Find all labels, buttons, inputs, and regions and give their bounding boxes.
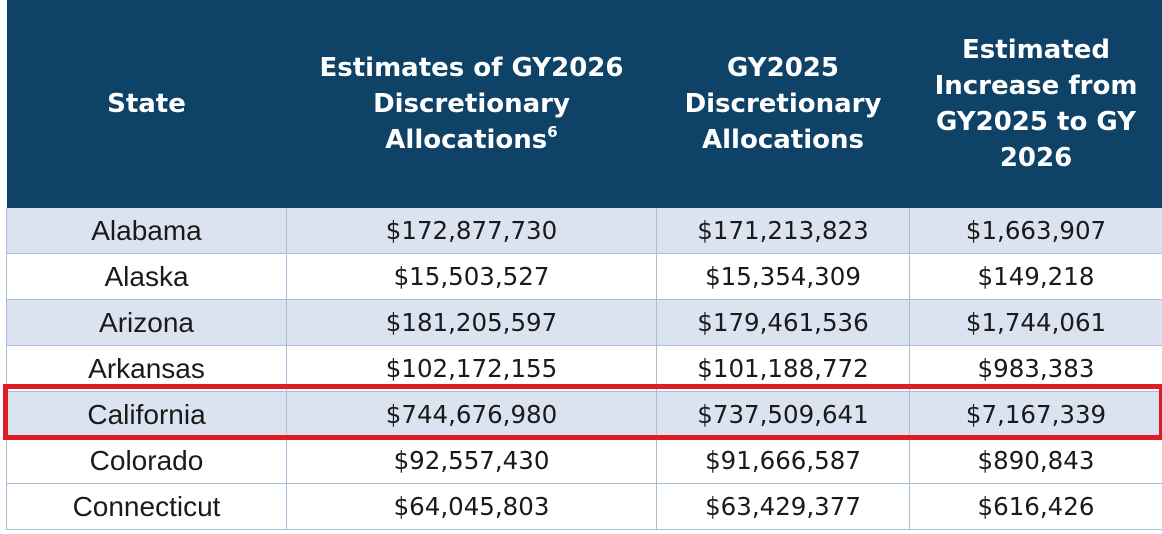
gy2026-cell: $172,877,730 [286,208,657,254]
increase-cell: $1,744,061 [909,299,1162,346]
gy2026-cell: $64,045,803 [286,483,657,530]
table-row: Arizona $181,205,597 $179,461,536 $1,744… [6,299,1162,346]
increase-cell: $983,383 [909,345,1162,392]
gy2025-cell: $101,188,772 [656,345,910,392]
gy2025-cell: $171,213,823 [656,208,910,254]
table-row: Alabama $172,877,730 $171,213,823 $1,663… [6,208,1162,254]
gy2025-cell: $179,461,536 [656,299,910,346]
header-estimated-increase: Estimated Increase from GY2025 to GY 202… [909,0,1162,208]
state-cell: California [6,391,287,438]
state-cell: Connecticut [6,483,287,530]
state-cell: Arizona [6,299,287,346]
table-row: Arkansas $102,172,155 $101,188,772 $983,… [6,345,1162,392]
gy2025-cell: $737,509,641 [656,391,910,438]
table-row-highlighted: California $744,676,980 $737,509,641 $7,… [6,391,1162,438]
gy2025-cell: $91,666,587 [656,437,910,484]
gy2026-cell: $744,676,980 [286,391,657,438]
increase-cell: $149,218 [909,253,1162,300]
allocation-table-container: State Estimates of GY2026 Discretionary … [6,0,1162,530]
header-row: State Estimates of GY2026 Discretionary … [6,0,1162,208]
gy2025-cell: $15,354,309 [656,253,910,300]
state-cell: Alaska [6,253,287,300]
header-gy2026-estimates: Estimates of GY2026 Discretionary Alloca… [286,0,657,208]
header-state: State [6,0,287,208]
state-cell: Colorado [6,437,287,484]
state-cell: Alabama [6,208,287,254]
gy2026-cell: $92,557,430 [286,437,657,484]
gy2025-cell: $63,429,377 [656,483,910,530]
footnote-marker: 6 [547,123,558,141]
allocation-table: State Estimates of GY2026 Discretionary … [6,0,1162,530]
increase-cell: $1,663,907 [909,208,1162,254]
increase-cell: $890,843 [909,437,1162,484]
table-row: Connecticut $64,045,803 $63,429,377 $616… [6,483,1162,530]
gy2026-cell: $15,503,527 [286,253,657,300]
gy2026-cell: $181,205,597 [286,299,657,346]
table-header: State Estimates of GY2026 Discretionary … [6,0,1162,208]
table-row: Alaska $15,503,527 $15,354,309 $149,218 [6,253,1162,300]
gy2026-cell: $102,172,155 [286,345,657,392]
table-row: Colorado $92,557,430 $91,666,587 $890,84… [6,437,1162,484]
increase-cell: $7,167,339 [909,391,1162,438]
increase-cell: $616,426 [909,483,1162,530]
state-cell: Arkansas [6,345,287,392]
table-body: Alabama $172,877,730 $171,213,823 $1,663… [6,208,1162,530]
header-gy2025-allocations: GY2025 Discretionary Allocations [656,0,910,208]
